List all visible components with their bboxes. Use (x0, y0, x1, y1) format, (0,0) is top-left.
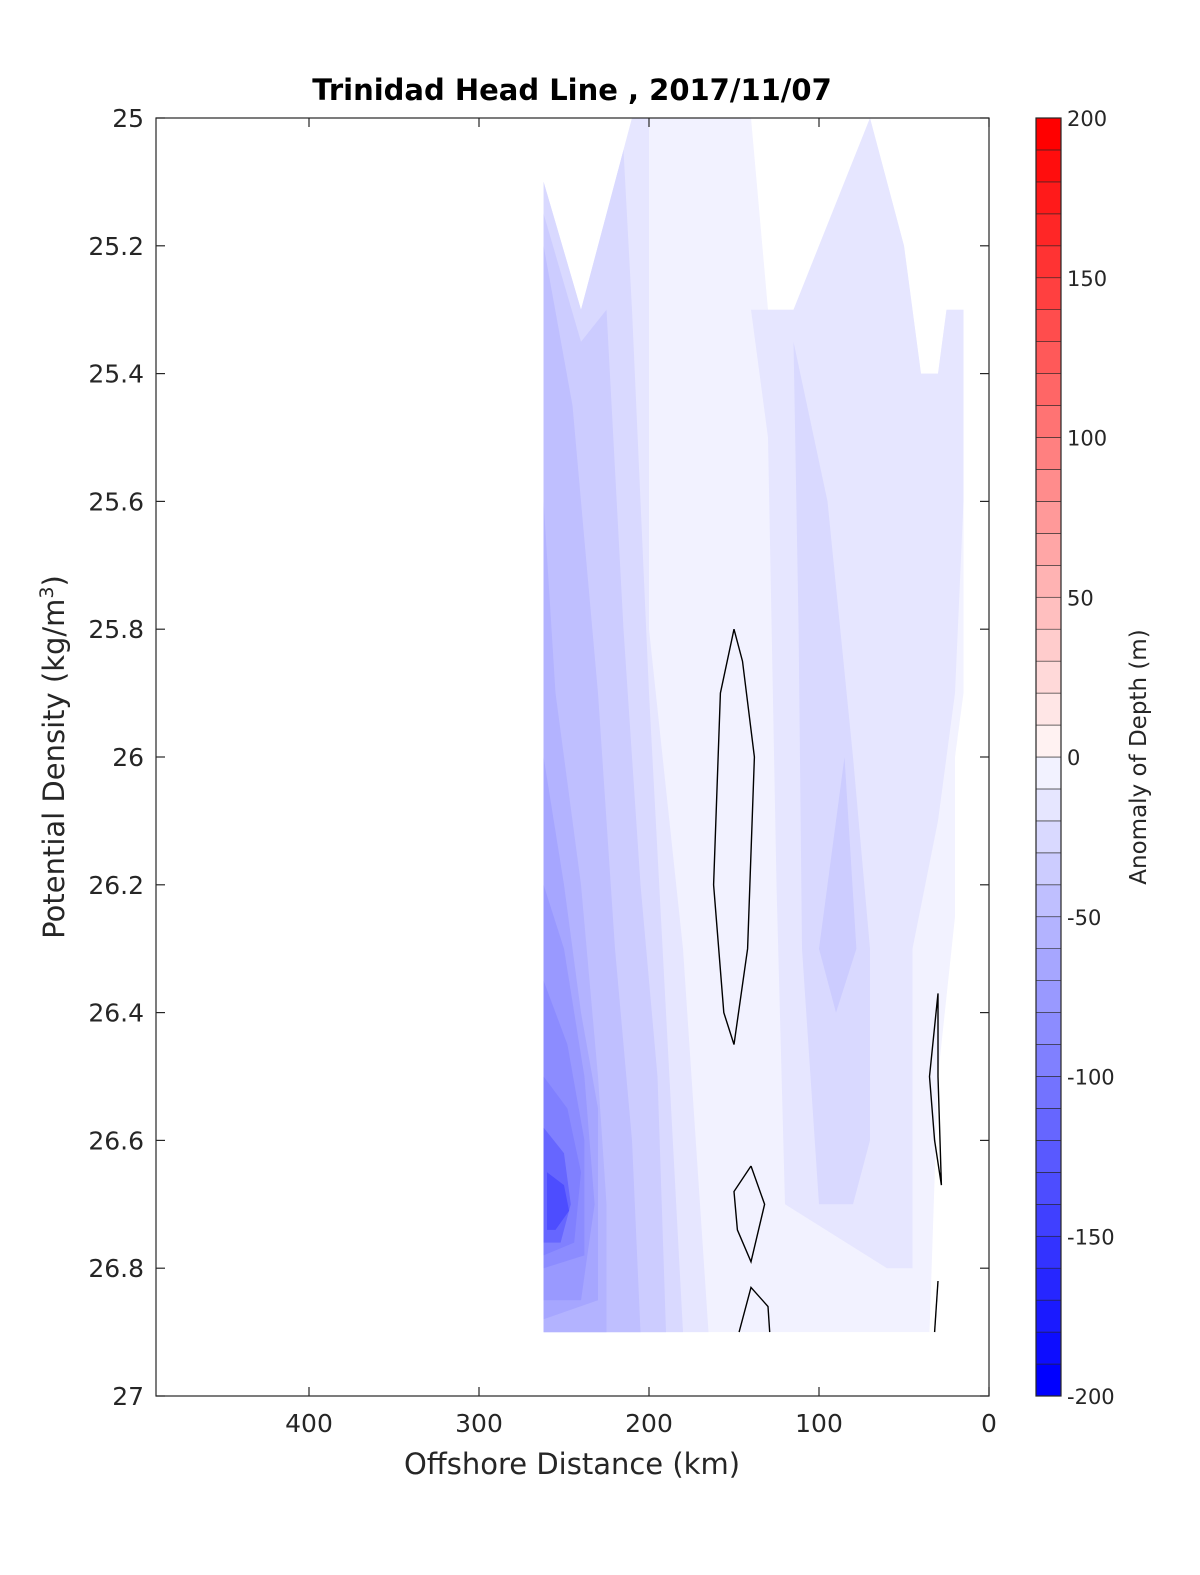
colorbar-band (1035, 756, 1062, 790)
colorbar-band (1035, 596, 1062, 630)
y-tick-label: 25.6 (88, 487, 144, 516)
y-axis-label: Potential Density (kg/m3) (36, 575, 71, 939)
zero-contour-line (733, 1165, 766, 1265)
colorbar-band (1035, 1140, 1062, 1173)
colorbar-band (1035, 980, 1062, 1013)
colorbar-band (1035, 117, 1062, 151)
colorbar-band (1035, 469, 1062, 502)
y-tick-label: 27 (112, 1382, 144, 1411)
colorbar-band (1035, 1363, 1062, 1397)
y-tick-label: 26 (112, 743, 144, 772)
plot-area: 400 300 200 100 0 25 25.2 25.4 25.6 25.8 26 26.2 26… (88, 104, 997, 1438)
x-tick-label: 200 (625, 1409, 673, 1438)
colorbar-band (1035, 852, 1062, 886)
y-tick-label: 26.4 (88, 999, 144, 1028)
anomaly-region (793, 341, 870, 1205)
colorbar-band (1035, 916, 1062, 950)
colorbar-band (1035, 1044, 1062, 1077)
anomaly-contour-fills (543, 118, 964, 1333)
colorbar-tick-label: -100 (1067, 1066, 1115, 1090)
zero-contour-line (712, 629, 756, 1045)
y-tick-label: 25.2 (88, 232, 144, 261)
y-tick-label: 26.8 (88, 1254, 144, 1283)
colorbar-band (1035, 660, 1062, 694)
colorbar-band (1035, 437, 1062, 470)
colorbar-band (1035, 277, 1062, 311)
colorbar-band (1035, 213, 1062, 247)
anomaly-region (547, 1172, 570, 1230)
colorbar-tick-label: 200 (1067, 107, 1107, 131)
colorbar-band (1035, 1012, 1062, 1045)
y-tick-label: 26.2 (88, 871, 144, 900)
colorbar-band (1035, 1204, 1062, 1237)
x-tick-label: 400 (285, 1409, 333, 1438)
colorbar-band (1035, 948, 1062, 981)
y-axis-label-close: ) (37, 575, 71, 586)
colorbar-label: Anomaly of Depth (m) (1126, 629, 1152, 884)
colorbar-band (1035, 724, 1062, 758)
colorbar-tick-label: -200 (1067, 1385, 1115, 1409)
colorbar-band (1035, 564, 1062, 598)
colorbar-band (1035, 181, 1062, 215)
colorbar-band (1035, 1235, 1062, 1269)
colorbar-band (1035, 628, 1062, 662)
colorbar-tick-label: -50 (1067, 906, 1101, 930)
x-tick-label: 100 (795, 1409, 843, 1438)
zero-contour-line (738, 1285, 771, 1333)
chart-title: Trinidad Head Line , 2017/11/07 (312, 73, 832, 107)
colorbar-band (1035, 309, 1062, 342)
colorbar-tick-label: -150 (1067, 1225, 1115, 1249)
x-axis-label: Offshore Distance (km) (404, 1447, 740, 1481)
colorbar-band (1035, 149, 1062, 183)
y-tick-label: 25 (112, 104, 144, 133)
colorbar-band (1035, 1076, 1062, 1109)
x-tick-label: 0 (981, 1409, 997, 1438)
colorbar-band (1035, 1267, 1062, 1301)
colorbar-band (1035, 501, 1062, 534)
anomaly-region (819, 757, 857, 1013)
y-axis-label-main: Potential Density (kg/m (37, 599, 71, 939)
y-axis-label-superscript: 3 (36, 586, 58, 598)
colorbar: 200 150 100 50 0 -50 -100 -150 -200 (1035, 107, 1115, 1409)
zero-contour-line (928, 993, 943, 1186)
colorbar-band (1035, 341, 1062, 374)
colorbar-frame (1035, 117, 1062, 1397)
colorbar-band (1035, 692, 1062, 726)
colorbar-bands (1035, 117, 1062, 1397)
colorbar-band (1035, 245, 1062, 279)
colorbar-band (1035, 1299, 1062, 1333)
colorbar-band (1035, 1331, 1062, 1365)
colorbar-band (1035, 1108, 1062, 1141)
x-tick-label: 300 (455, 1409, 503, 1438)
y-tick-label: 25.8 (88, 615, 144, 644)
y-tick-label: 26.6 (88, 1126, 144, 1155)
colorbar-band (1035, 373, 1062, 406)
colorbar-tick-label: 150 (1067, 267, 1107, 291)
y-tick-label: 25.4 (88, 360, 144, 389)
colorbar-tick-label: 100 (1067, 427, 1107, 451)
colorbar-band (1035, 788, 1062, 822)
zero-contour-line (933, 1280, 939, 1333)
colorbar-band (1035, 820, 1062, 854)
colorbar-band (1035, 1172, 1062, 1205)
zero-contour-lines (712, 629, 943, 1333)
colorbar-tick-label: 50 (1067, 586, 1094, 610)
colorbar-band (1035, 533, 1062, 566)
colorbar-band (1035, 405, 1062, 438)
y-axis-ticks: 25 25.2 25.4 25.6 25.8 26 26.2 26.4 26.6 26.8 27 (88, 104, 989, 1411)
colorbar-tick-label: 0 (1067, 746, 1080, 770)
colorbar-ticks: 200 150 100 50 0 -50 -100 -150 -200 (1067, 107, 1115, 1409)
colorbar-band (1035, 884, 1062, 918)
x-axis-ticks: 400 300 200 100 0 (285, 118, 997, 1438)
